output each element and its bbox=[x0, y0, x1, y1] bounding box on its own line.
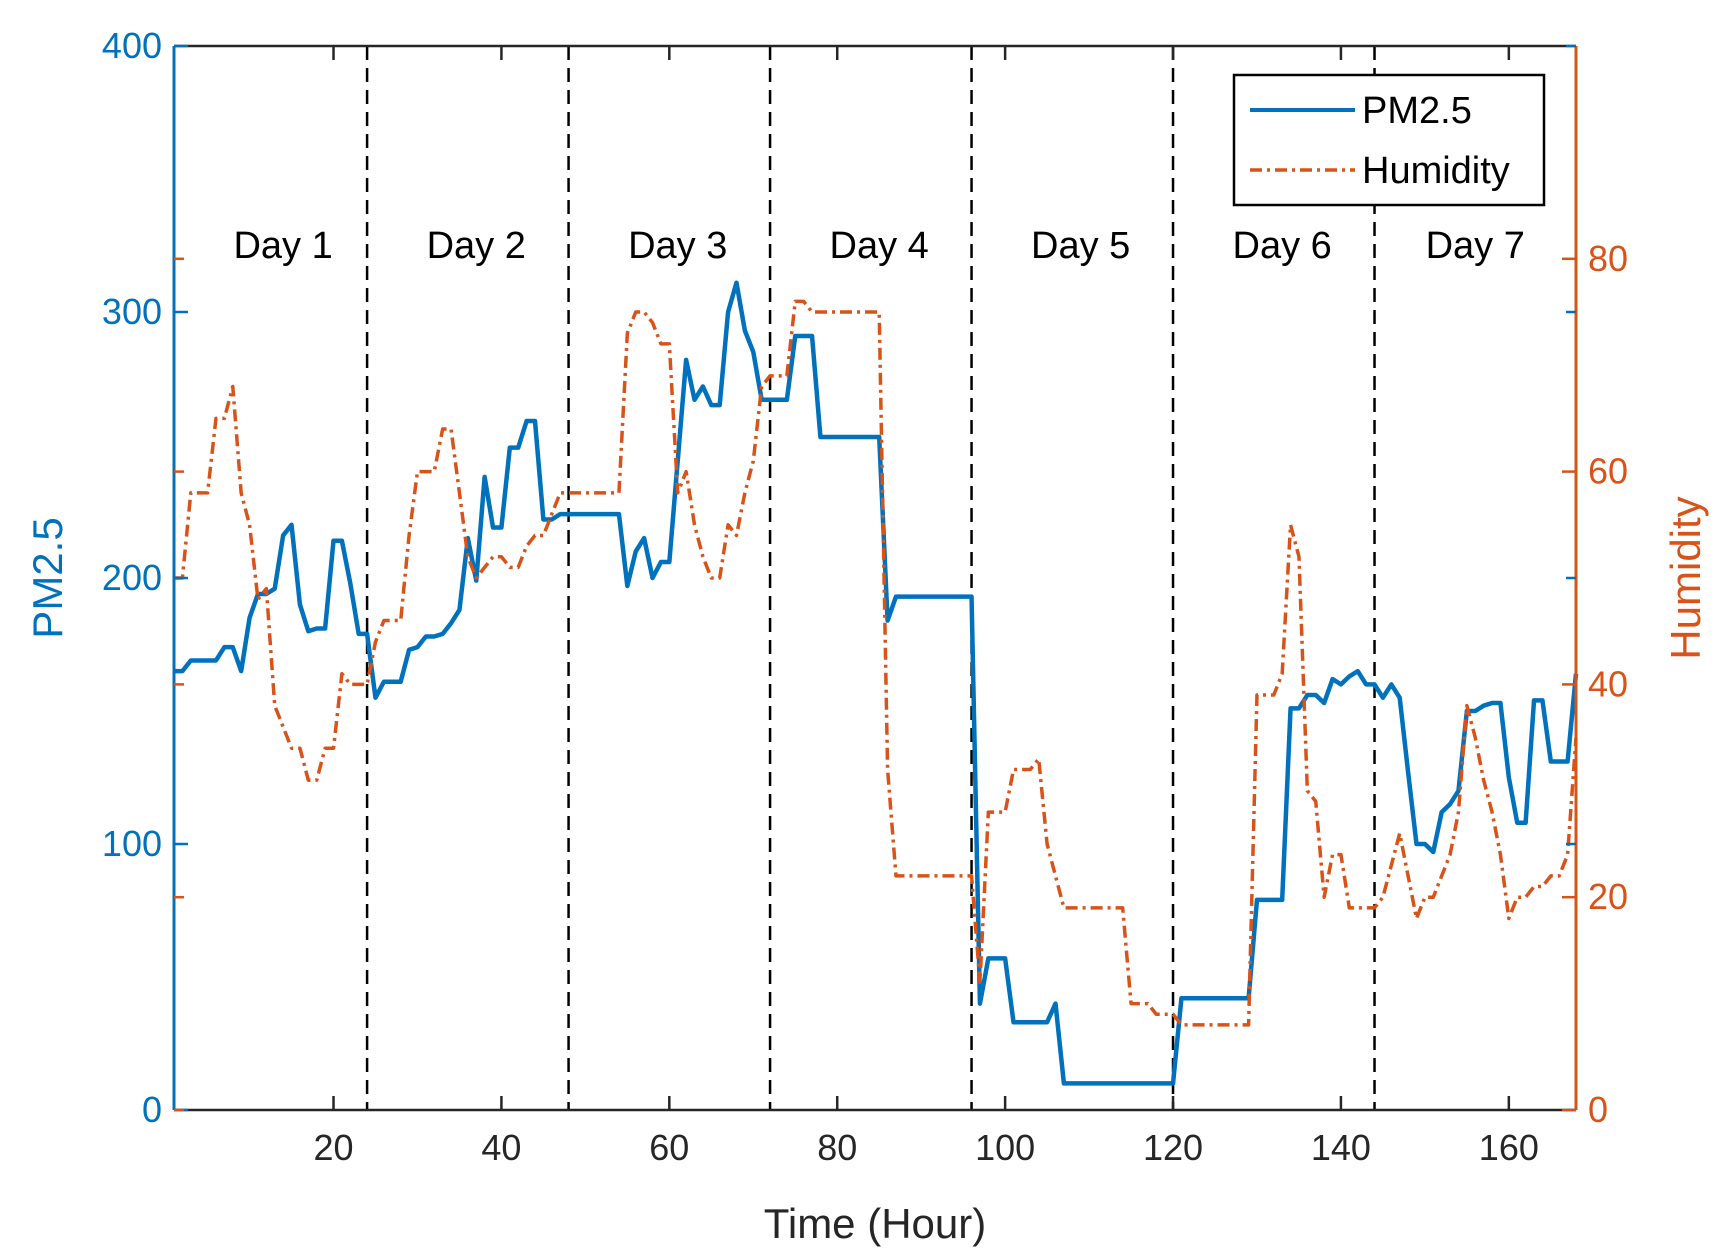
x-tick-label-20: 20 bbox=[313, 1127, 353, 1168]
x-tick-label-60: 60 bbox=[649, 1127, 689, 1168]
day-dividers bbox=[365, 46, 1376, 1110]
y-axis-label-right: Humidity bbox=[1662, 496, 1709, 659]
y-right-tick-label-20: 20 bbox=[1588, 876, 1628, 917]
ticks: 20 40 60 80 100 120 140 160 0 100 200 300 400 0 20 40 60… bbox=[102, 25, 1628, 1168]
plot-background bbox=[174, 46, 1576, 1110]
x-tick-label-100: 100 bbox=[975, 1127, 1035, 1168]
day-label-1: Day 1 bbox=[233, 225, 332, 267]
legend-box bbox=[1232, 73, 1546, 207]
y-left-tick-label-100: 100 bbox=[102, 823, 162, 864]
y-left-tick-label-0: 0 bbox=[142, 1089, 162, 1130]
x-tick-label-160: 160 bbox=[1479, 1127, 1539, 1168]
day-label-4: Day 4 bbox=[830, 225, 929, 267]
y-right-tick-label-0: 0 bbox=[1588, 1089, 1608, 1130]
day-label-7: Day 7 bbox=[1426, 225, 1525, 267]
x-tick-label-140: 140 bbox=[1311, 1127, 1371, 1168]
legend: PM2.5 Humidity bbox=[1232, 73, 1546, 207]
x-tick-label-120: 120 bbox=[1143, 1127, 1203, 1168]
y-axis-label-left: PM2.5 bbox=[24, 517, 71, 638]
pm25-line bbox=[174, 280, 1579, 1086]
y-right-tick-label-80: 80 bbox=[1588, 238, 1628, 279]
y-right-tick-label-60: 60 bbox=[1588, 451, 1628, 492]
legend-label-humidity: Humidity bbox=[1362, 150, 1510, 192]
x-axis-label: Time (Hour) bbox=[764, 1200, 986, 1247]
day-label-2: Day 2 bbox=[427, 225, 526, 267]
series-lines bbox=[174, 280, 1579, 1086]
day-label-3: Day 3 bbox=[628, 225, 727, 267]
legend-label-pm25: PM2.5 bbox=[1362, 90, 1472, 132]
day-label-6: Day 6 bbox=[1233, 225, 1332, 267]
day-labels: Day 1 Day 2 Day 3 Day 4 Day 5 Day 6 Day 7 bbox=[233, 225, 1524, 267]
day-label-5: Day 5 bbox=[1031, 225, 1130, 267]
x-tick-label-80: 80 bbox=[817, 1127, 857, 1168]
y-left-tick-label-400: 400 bbox=[102, 25, 162, 66]
humidity-line bbox=[174, 299, 1578, 1027]
x-tick-label-40: 40 bbox=[481, 1127, 521, 1168]
y-right-tick-label-40: 40 bbox=[1588, 663, 1628, 704]
y-left-tick-label-200: 200 bbox=[102, 557, 162, 598]
y-left-tick-label-300: 300 bbox=[102, 291, 162, 332]
